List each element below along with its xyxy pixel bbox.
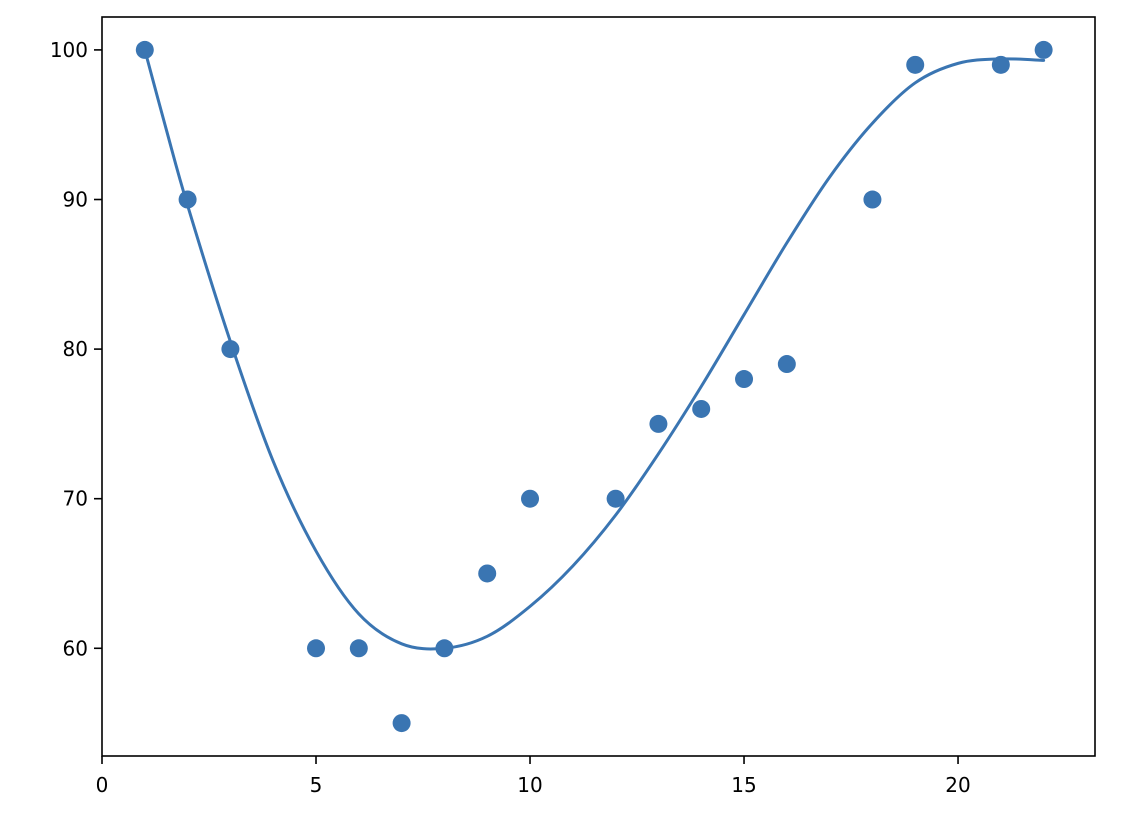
data-point <box>735 370 754 389</box>
data-point <box>777 355 796 374</box>
y-tick-label: 60 <box>63 636 88 660</box>
data-point <box>991 55 1010 74</box>
data-point <box>692 399 711 418</box>
data-point <box>478 564 497 583</box>
y-tick-label: 70 <box>63 487 88 511</box>
data-point <box>135 40 154 59</box>
data-point <box>221 340 240 359</box>
data-point <box>435 639 454 658</box>
data-point <box>649 414 668 433</box>
y-tick-label: 80 <box>63 337 88 361</box>
plot-layer <box>135 40 1053 733</box>
data-point <box>863 190 882 209</box>
data-point <box>906 55 925 74</box>
data-point <box>392 714 411 733</box>
data-point <box>521 489 540 508</box>
x-tick-label: 5 <box>310 773 323 797</box>
x-tick-label: 20 <box>945 773 970 797</box>
x-tick-label: 10 <box>517 773 542 797</box>
data-point <box>307 639 326 658</box>
x-tick-label: 0 <box>96 773 109 797</box>
fit-curve-line <box>143 48 1046 651</box>
data-point <box>606 489 625 508</box>
data-point <box>178 190 197 209</box>
x-tick-label: 15 <box>731 773 756 797</box>
y-tick-label: 90 <box>63 188 88 212</box>
axes-frame <box>101 16 1096 757</box>
axis-ticks: 0 5 10 15 20 60 70 80 90 100 <box>50 38 971 797</box>
data-point <box>1034 40 1053 59</box>
y-tick-label: 100 <box>50 38 88 62</box>
data-point <box>349 639 368 658</box>
